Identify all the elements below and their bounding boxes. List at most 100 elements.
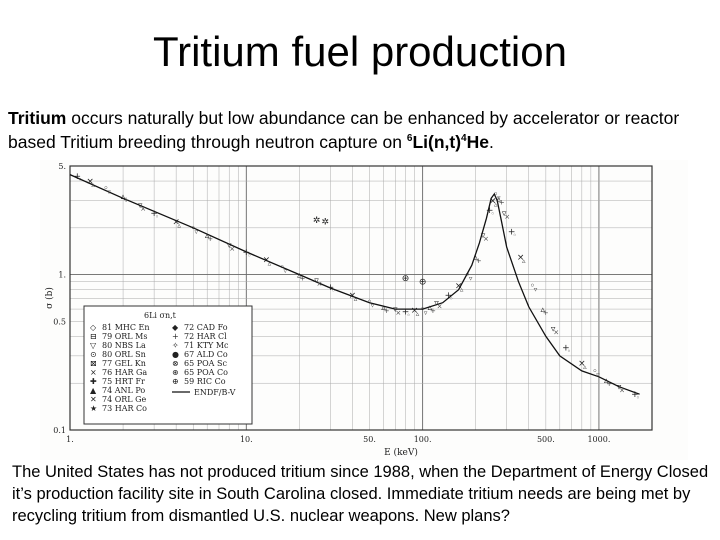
data-point: + — [430, 307, 436, 315]
data-point: + — [123, 196, 129, 204]
x-tick-label: 1000. — [587, 435, 610, 444]
x-tick-label: 1. — [66, 435, 74, 444]
data-point: × — [349, 291, 357, 301]
outlier-marker: ⊕ — [419, 278, 427, 288]
legend-entry: 65 POA Sc — [184, 359, 227, 368]
legend-entry: 71 KTY Mc — [184, 341, 229, 350]
reaction-formula: 6Li(n,t)4He — [407, 132, 489, 152]
data-point: ▵ — [121, 192, 126, 202]
data-point: ▿ — [314, 276, 319, 286]
x-axis-label: E (keV) — [384, 447, 418, 458]
data-point: ◦ — [636, 394, 640, 402]
data-point: ▿ — [502, 209, 507, 219]
data-point: × — [437, 303, 443, 311]
data-point: + — [327, 283, 335, 293]
data-point: ◦ — [331, 287, 335, 295]
legend-fit-label: ENDF/B-V — [194, 388, 236, 397]
data-point: × — [140, 205, 146, 213]
x-tick-label: 10. — [240, 435, 253, 444]
data-point: ▿ — [284, 267, 288, 275]
data-point: ▿ — [393, 305, 398, 315]
sup-4: 4 — [461, 133, 467, 145]
data-point: ◦ — [491, 210, 495, 218]
legend-marker: ✧ — [172, 341, 179, 350]
data-point: ▵ — [205, 231, 210, 241]
legend-marker: ⊛ — [172, 368, 179, 377]
legend-entry: 65 POA Co — [184, 368, 228, 377]
data-point: + — [299, 275, 305, 283]
data-point: ▵ — [522, 257, 526, 265]
legend-entry: 67 ALD Co — [184, 350, 228, 359]
legend-marker: ▽ — [90, 341, 97, 350]
data-point: + — [606, 380, 612, 388]
legend-entry: 73 HAR Co — [102, 404, 147, 413]
data-point: + — [243, 248, 251, 258]
data-point: ◦ — [493, 190, 498, 200]
data-point: ▿ — [596, 371, 600, 379]
legend-entry: 80 ORL Sn — [102, 350, 146, 359]
data-point: ▿ — [138, 201, 143, 211]
data-point: ▿ — [497, 194, 501, 202]
slide-title: Tritium fuel production — [153, 28, 567, 75]
legend-marker: ⊗ — [172, 359, 179, 368]
footer-paragraph: The United States has not produced triti… — [12, 463, 709, 525]
data-point: ▵ — [460, 286, 464, 294]
data-point: + — [207, 235, 213, 243]
data-point: ◦ — [465, 271, 470, 281]
data-point: ◦ — [78, 176, 82, 184]
data-point: ▿ — [227, 241, 232, 251]
data-point: ▵ — [91, 181, 95, 189]
legend-marker: ✚ — [90, 377, 97, 386]
data-point: × — [263, 256, 271, 266]
data-point: ▿ — [481, 231, 486, 241]
data-point: ◦ — [191, 224, 196, 234]
data-point: ◦ — [155, 213, 159, 221]
intro-period: . — [488, 132, 494, 152]
data-point: ◦ — [406, 311, 410, 319]
x-tick-label: 50. — [363, 435, 376, 444]
data-point: ▿ — [194, 228, 198, 236]
intro-text: occurs naturally but low abundance can b… — [8, 108, 680, 152]
data-point: + — [402, 307, 410, 317]
data-point: + — [150, 209, 158, 219]
sup-6: 6 — [406, 133, 413, 145]
data-point: + — [631, 390, 639, 400]
data-point: × — [455, 282, 463, 292]
data-point: × — [517, 253, 525, 263]
cross-section-plot: 1. 10. 50. 100. 500. 1000. 5. 1. 0.5 0.1 E (keV) σ … — [40, 160, 688, 460]
y-axis-label: σ (b) — [44, 287, 55, 309]
legend-entry: 76 HAR Ga — [102, 368, 147, 377]
data-point: × — [504, 213, 510, 221]
data-point: × — [229, 245, 235, 253]
data-point: ▵ — [496, 194, 501, 204]
legend-box — [83, 305, 253, 425]
intro-paragraph: Tritium occurs naturally but low abundan… — [8, 106, 714, 154]
data-point: + — [476, 257, 482, 265]
plot-frame — [69, 165, 653, 431]
data-point: ▿ — [551, 324, 556, 334]
data-point: ◦ — [367, 298, 372, 308]
data-point: + — [74, 172, 82, 182]
legend-marker: ★ — [90, 404, 97, 413]
legend-marker: ⊟ — [90, 332, 97, 341]
legend-entry: 77 GEL Kn — [102, 359, 146, 368]
data-point: × — [483, 235, 489, 243]
x-tick-label: 100. — [414, 435, 432, 444]
data-point: ◦ — [247, 252, 251, 260]
data-point: ▿ — [617, 383, 622, 393]
data-point: × — [172, 217, 180, 227]
data-point: ◦ — [280, 263, 285, 273]
data-point: + — [499, 198, 505, 206]
legend-marker: ⊠ — [90, 359, 97, 368]
li-reaction: Li(n,t) — [412, 132, 462, 152]
data-point: ▵ — [381, 303, 386, 313]
he-text: He — [466, 132, 489, 152]
legend-marker: ▲ — [90, 386, 97, 395]
outlier-marker: ✲ — [321, 217, 329, 227]
y-tick-label: 0.1 — [53, 426, 66, 435]
data-point: ▵ — [494, 200, 498, 208]
data-point: + — [543, 309, 549, 317]
chart-svg: 1. 10. 50. 100. 500. 1000. 5. 1. 0.5 0.1 E (keV) σ … — [40, 160, 688, 460]
data-point: ▿ — [424, 309, 428, 317]
legend-entry: 74 ANL Po — [102, 386, 145, 395]
